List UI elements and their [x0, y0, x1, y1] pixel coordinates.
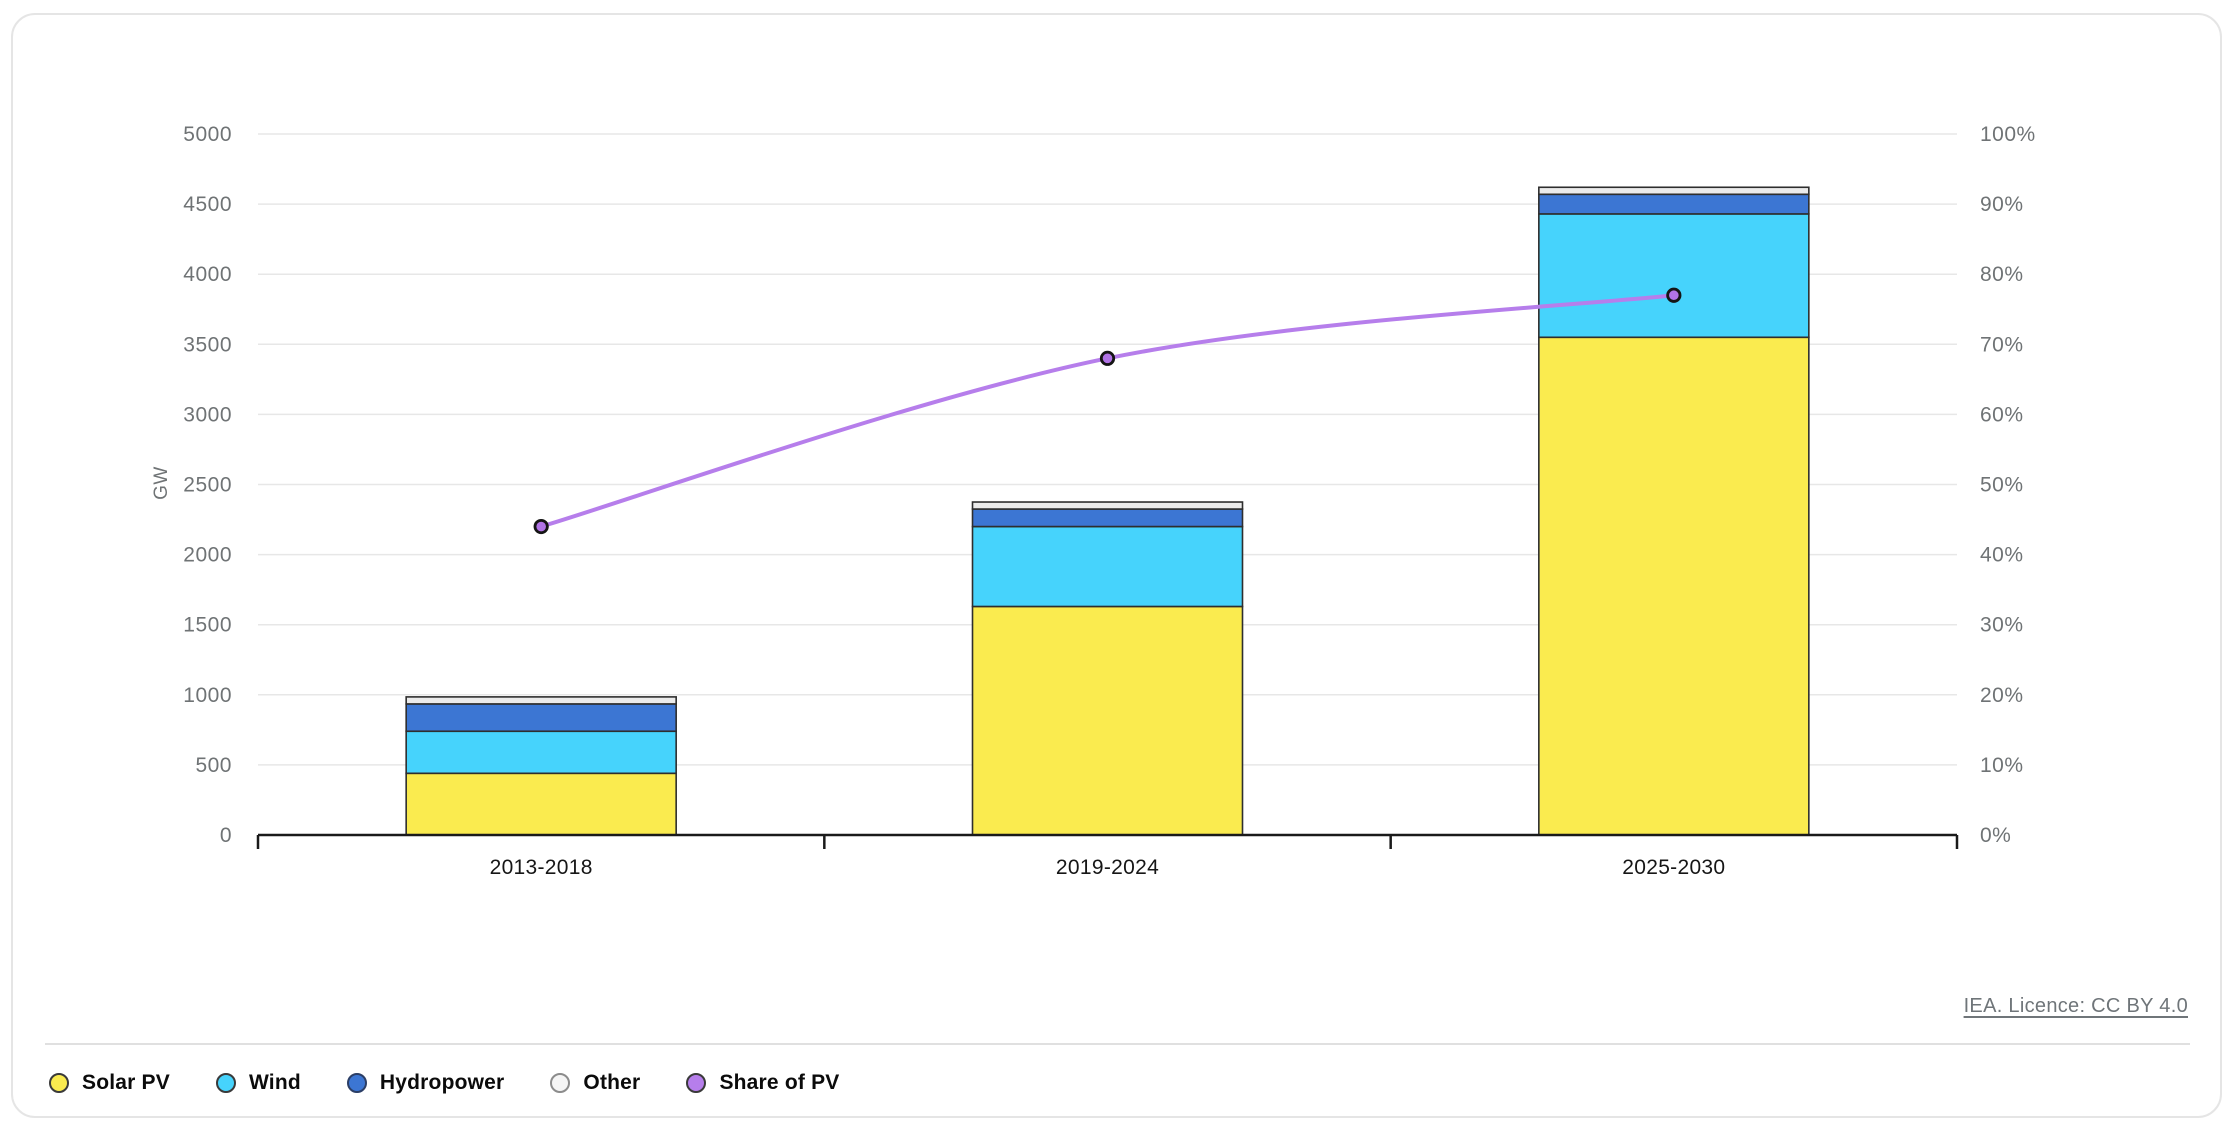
y2-axis-tick-label: 50%	[1980, 474, 2024, 497]
legend-item-hydropower[interactable]: Hydropower	[346, 1071, 505, 1095]
y-axis-title: GW	[151, 466, 172, 500]
y2-axis-tick-label: 30%	[1980, 614, 2024, 637]
legend-divider	[45, 1043, 2190, 1045]
y-axis-tick-label: 2000	[183, 544, 232, 567]
bar-segment-hydropower[interactable]	[405, 703, 677, 733]
x-axis-category-label: 2013-2018	[490, 856, 593, 879]
y2-axis-tick-label: 20%	[1980, 684, 2024, 707]
y2-axis-tick-label: 10%	[1980, 754, 2024, 777]
chart-legend: Solar PV Wind Hydropower Other Share of PV	[49, 1061, 840, 1105]
legend-swatch-icon	[49, 1073, 69, 1093]
bar-segment-wind[interactable]	[1538, 213, 1810, 339]
legend-swatch-icon	[686, 1073, 707, 1093]
legend-item-solar-pv[interactable]: Solar PV	[49, 1071, 170, 1095]
legend-item-other[interactable]: Other	[550, 1071, 640, 1095]
y2-axis-tick-label: 100%	[1980, 123, 2036, 146]
legend-label: Hydropower	[379, 1071, 505, 1094]
y2-axis-tick-label: 40%	[1980, 544, 2024, 567]
chart-card: IEA. Licence: CC BY 4.0 Solar PV Wind Hydr…	[11, 13, 2222, 1118]
y2-axis-tick-label: 80%	[1980, 263, 2024, 286]
y2-axis-tick-label: 60%	[1980, 403, 2024, 426]
legend-label: Share of PV	[719, 1071, 840, 1094]
legend-swatch-icon	[346, 1073, 367, 1093]
iea-licence-link[interactable]: IEA. Licence: CC BY 4.0	[1963, 995, 2188, 1017]
legend-item-share-of-pv[interactable]: Share of PV	[686, 1071, 839, 1095]
legend-label: Solar PV	[82, 1071, 170, 1094]
y-axis-tick-label: 4500	[183, 193, 232, 216]
y2-axis-tick-label: 70%	[1980, 333, 2024, 356]
x-axis-category-label: 2025-2030	[1622, 856, 1725, 879]
bar-segment-other[interactable]	[405, 696, 677, 705]
y-axis-tick-label: 1500	[183, 614, 232, 637]
y2-axis-tick-label: 90%	[1980, 193, 2024, 216]
share-of-pv-marker[interactable]	[1666, 287, 1682, 303]
legend-swatch-icon	[550, 1073, 571, 1093]
share-of-pv-marker[interactable]	[533, 518, 549, 535]
legend-item-wind[interactable]: Wind	[215, 1071, 301, 1095]
bar-segment-other[interactable]	[971, 501, 1244, 510]
legend-swatch-icon	[215, 1073, 236, 1093]
y-axis-tick-label: 1000	[183, 684, 232, 707]
y-axis-tick-label: 4000	[183, 263, 232, 286]
bar-segment-wind[interactable]	[405, 730, 677, 775]
y-axis-tick-label: 500	[195, 754, 232, 777]
legend-label: Other	[583, 1071, 641, 1094]
y-axis-tick-label: 2500	[183, 474, 232, 497]
share-of-pv-marker[interactable]	[1099, 350, 1116, 366]
legend-label: Wind	[248, 1071, 301, 1094]
x-axis-category-label: 2019-2024	[1056, 856, 1159, 879]
y-axis-tick-label: 0	[220, 824, 232, 847]
y2-axis-tick-label: 0%	[1980, 824, 2011, 847]
y-axis-tick-label: 3000	[183, 403, 232, 426]
bar-segment-solar-pv[interactable]	[1538, 336, 1810, 836]
y-axis-tick-label: 5000	[183, 123, 232, 146]
x-axis	[256, 833, 1959, 849]
y-axis-tick-label: 3500	[183, 333, 232, 356]
bar-segment-wind[interactable]	[971, 525, 1244, 608]
bar-segment-other[interactable]	[1538, 186, 1810, 196]
